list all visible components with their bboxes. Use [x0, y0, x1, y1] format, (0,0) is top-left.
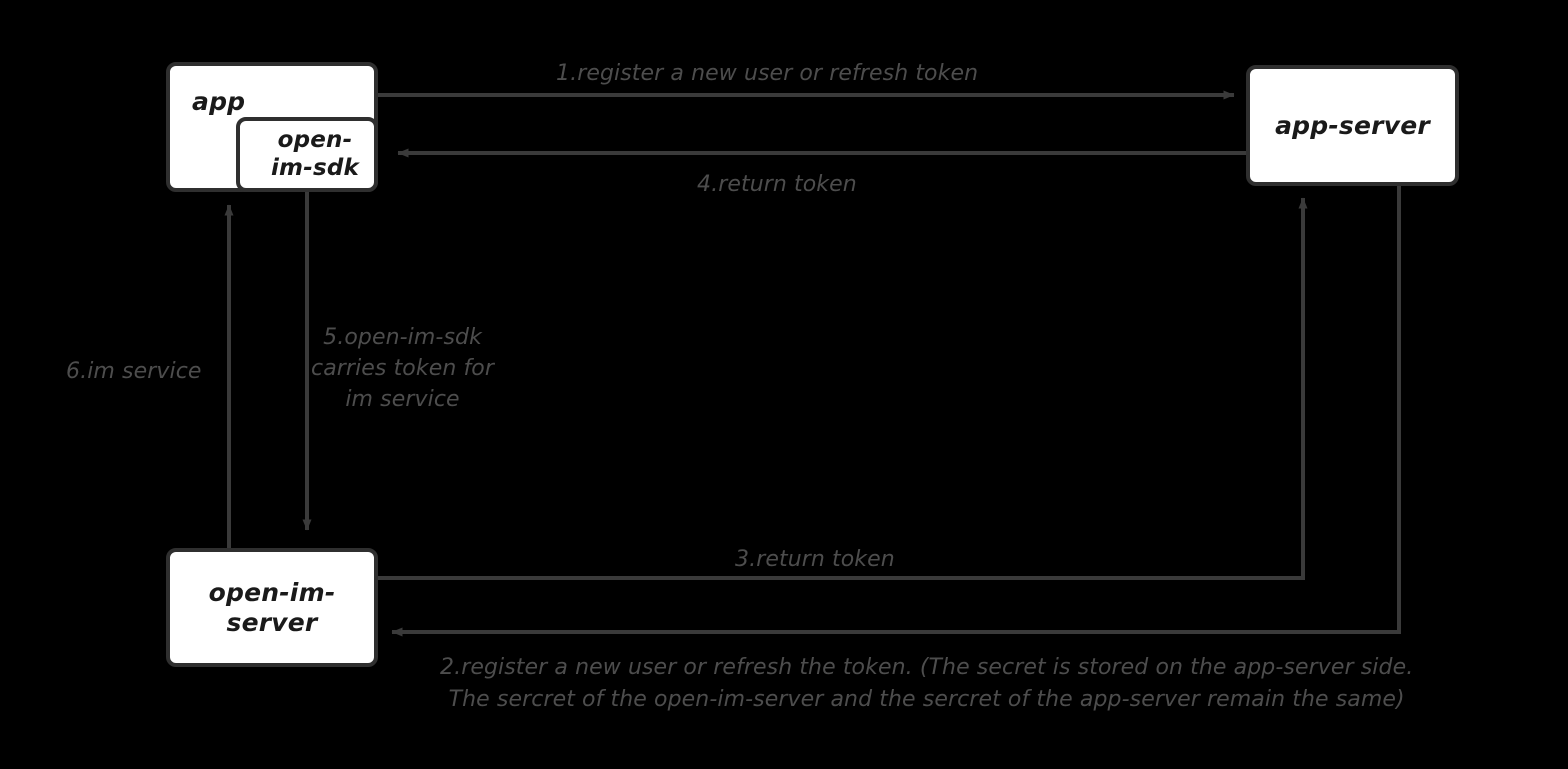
edge-label-1: 1.register a new user or refresh token	[556, 61, 979, 86]
edge-label-5: 5.open-im-sdk carries token for im servi…	[311, 325, 495, 413]
node-open-im-server[interactable]: open-im- server	[166, 548, 378, 667]
edge-label-4: 4.return token	[697, 172, 857, 197]
node-app-server[interactable]: app-server	[1246, 65, 1459, 186]
edge-label-3: 3.return token	[735, 547, 895, 572]
edge-label-2: 2.register a new user or refresh the tok…	[440, 655, 1414, 712]
node-open-im-sdk[interactable]: open- im-sdk	[236, 117, 378, 192]
edge-2-register-refresh-token	[391, 186, 1401, 637]
edge-3-return-token	[378, 197, 1308, 580]
edge-label-6: 6.im service	[66, 359, 202, 384]
